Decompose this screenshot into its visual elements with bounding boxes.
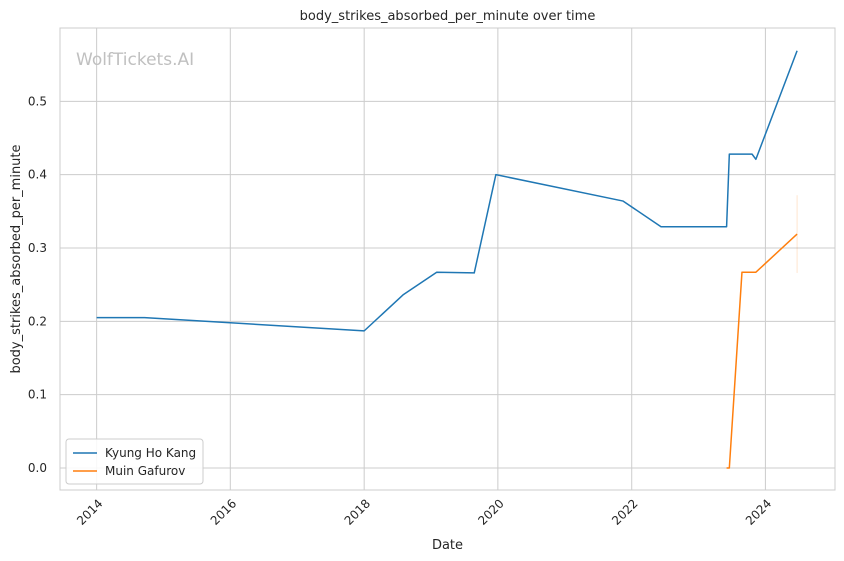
x-axis-title: Date [432, 538, 463, 553]
y-tick-label: 0.0 [28, 461, 47, 475]
legend: Kyung Ho Kang Muin Gafurov [65, 438, 204, 485]
chart-title: body_strikes_absorbed_per_minute over ti… [300, 9, 596, 24]
y-tick-label: 0.2 [28, 314, 47, 328]
series-line [726, 233, 798, 469]
x-tick-label: 2022 [609, 496, 640, 527]
y-axis-ticks: 0.0 0.1 0.2 0.3 0.4 0.5 [28, 94, 47, 475]
legend-box [65, 438, 204, 485]
x-tick-label: 2018 [342, 496, 373, 527]
x-tick-label: 2020 [475, 496, 506, 527]
series-line [96, 50, 798, 332]
grid [60, 28, 835, 490]
legend-label: Muin Gafurov [105, 464, 185, 478]
plot-frame [59, 27, 836, 491]
watermark: WolfTickets.AI [76, 50, 194, 70]
x-tick-label: 2024 [743, 496, 774, 527]
x-axis-ticks: 2014 2016 2018 2020 2022 2024 [74, 496, 774, 527]
y-axis-title: body_strikes_absorbed_per_minute [9, 144, 24, 373]
series-lines [96, 50, 798, 469]
y-tick-label: 0.4 [28, 168, 47, 182]
legend-label: Kyung Ho Kang [105, 446, 196, 460]
y-tick-label: 0.1 [28, 388, 47, 402]
x-tick-label: 2014 [74, 496, 105, 527]
y-tick-label: 0.5 [28, 94, 47, 108]
x-tick-label: 2016 [208, 496, 239, 527]
y-tick-label: 0.3 [28, 241, 47, 255]
